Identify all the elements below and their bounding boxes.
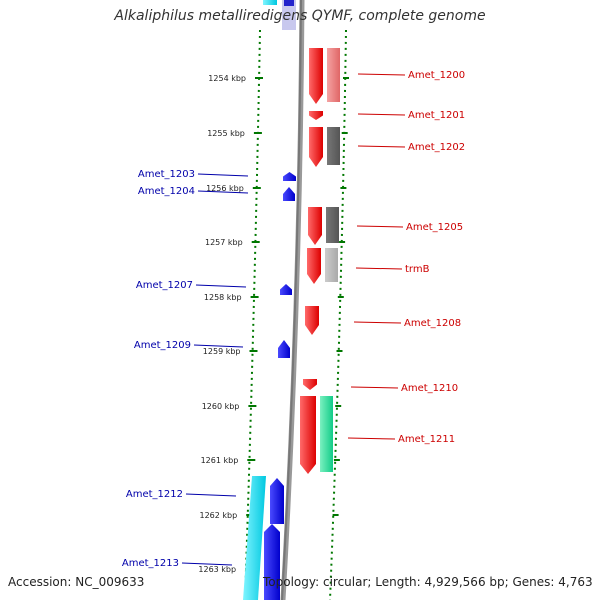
ruler-label: 1263 kbp (198, 565, 236, 574)
cyan-feature-bar (243, 476, 266, 600)
reverse-gene-arrow (264, 524, 280, 600)
ruler-label: 1257 kbp (205, 238, 243, 247)
label-leader-line (197, 173, 249, 177)
forward-gene-arrow (309, 111, 323, 120)
label-leader-line (350, 386, 399, 389)
reverse-gene-label: Amet_1209 (134, 340, 191, 351)
forward-gene-label: Amet_1201 (408, 110, 465, 121)
reverse-gene-label: Amet_1203 (138, 169, 195, 180)
reverse-gene-label: Amet_1207 (136, 280, 193, 291)
forward-gene-arrow (303, 379, 317, 390)
gene-feature-bar (325, 248, 338, 282)
top-blue-feature (284, 0, 294, 6)
forward-gene-arrow (307, 248, 321, 284)
label-leader-line (181, 562, 233, 566)
ruler-label: 1254 kbp (208, 74, 246, 83)
reverse-gene-arrow (280, 284, 292, 295)
reverse-gene-arrow (283, 187, 295, 201)
genome-stats-text: Topology: circular; Length: 4,929,566 bp… (263, 575, 593, 589)
top-lavender-feature (282, 0, 296, 30)
label-leader-line (357, 113, 406, 116)
forward-gene-arrow (309, 48, 323, 104)
label-leader-line (357, 73, 406, 76)
ruler-label: 1256 kbp (206, 184, 244, 193)
label-leader-line (197, 190, 249, 194)
ruler-label: 1260 kbp (202, 402, 240, 411)
label-leader-line (357, 145, 406, 148)
outer-tick-rail (329, 29, 347, 601)
label-leader-line (347, 437, 396, 440)
forward-gene-label: Amet_1200 (408, 70, 465, 81)
reverse-gene-label: Amet_1213 (122, 558, 179, 569)
reverse-gene-label: Amet_1212 (126, 489, 183, 500)
label-leader-line (195, 284, 247, 288)
forward-gene-label: Amet_1211 (398, 434, 455, 445)
accession-text: Accession: NC_009633 (8, 575, 145, 589)
reverse-gene-arrow (278, 340, 290, 358)
gene-feature-bar (327, 127, 340, 165)
forward-gene-label: Amet_1208 (404, 318, 461, 329)
genome-backbone-shadow (281, 0, 302, 601)
forward-gene-label: trmB (405, 264, 430, 275)
forward-gene-arrow (300, 396, 316, 474)
forward-gene-arrow (305, 306, 319, 335)
label-leader-line (193, 344, 244, 348)
top-cyan-feature (263, 0, 277, 5)
forward-gene-label: Amet_1202 (408, 142, 465, 153)
ruler-label: 1255 kbp (207, 129, 245, 138)
forward-gene-label: Amet_1205 (406, 222, 463, 233)
forward-gene-arrow (308, 207, 322, 245)
label-leader-line (185, 493, 237, 497)
inner-tick-rail (244, 29, 261, 601)
map-title: Alkaliphilus metalliredigens QYMF, compl… (114, 8, 486, 24)
label-leader-line (353, 321, 402, 324)
forward-gene-arrow (309, 127, 323, 167)
gene-feature-bar (327, 48, 340, 102)
ruler-label: 1262 kbp (199, 511, 237, 520)
label-leader-line (356, 225, 404, 228)
gene-feature-bar (320, 396, 333, 472)
reverse-gene-arrow (283, 172, 296, 181)
reverse-gene-label: Amet_1204 (138, 186, 195, 197)
forward-gene-label: Amet_1210 (401, 383, 458, 394)
label-leader-line (355, 267, 403, 270)
reverse-gene-arrow (270, 478, 284, 524)
ruler-label: 1261 kbp (201, 456, 239, 465)
ruler-label: 1258 kbp (204, 293, 242, 302)
gene-feature-bar (326, 207, 339, 243)
ruler-label: 1259 kbp (203, 347, 241, 356)
